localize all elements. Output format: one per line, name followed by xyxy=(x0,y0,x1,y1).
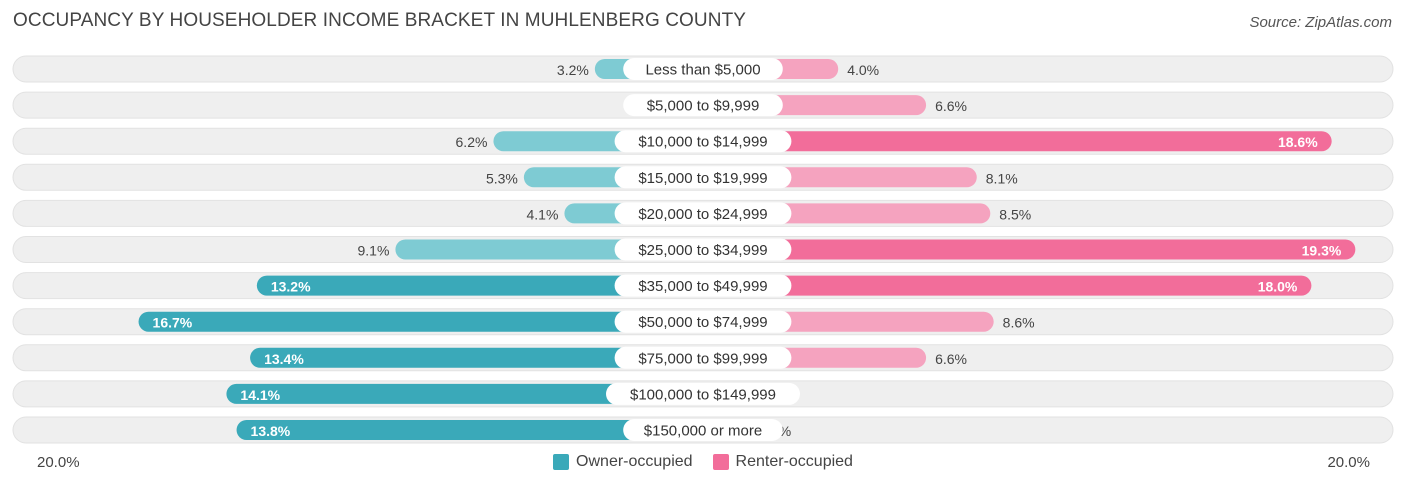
owner-value-label: 6.2% xyxy=(456,134,488,150)
chart-area: 3.2%4.0%Less than $5,0001.1%6.6%$5,000 t… xyxy=(12,55,1394,444)
owner-value-label: 14.1% xyxy=(240,387,280,403)
renter-value-label: 6.6% xyxy=(935,98,967,114)
legend: Owner-occupied Renter-occupied xyxy=(0,453,1406,471)
legend-item-owner: Owner-occupied xyxy=(553,453,693,471)
renter-value-label: 8.6% xyxy=(1003,315,1035,331)
owner-bar xyxy=(256,275,703,296)
category-label-background xyxy=(623,419,783,441)
chart-title: OCCUPANCY BY HOUSEHOLDER INCOME BRACKET … xyxy=(13,10,747,31)
category-label-background xyxy=(614,274,792,297)
owner-value-label: 4.1% xyxy=(526,206,558,222)
category-label-background xyxy=(614,166,792,189)
category-label-background xyxy=(623,94,783,117)
owner-value-label: 3.2% xyxy=(557,62,589,78)
renter-value-label: 8.1% xyxy=(986,170,1018,186)
category-label-background xyxy=(623,58,783,80)
category-label-background xyxy=(614,202,792,225)
category-label-background xyxy=(614,130,792,153)
renter-value-label: 19.3% xyxy=(1302,243,1342,259)
category-label: $35,000 to $49,999 xyxy=(638,278,767,295)
owner-value-label: 13.8% xyxy=(251,423,291,439)
category-label: $10,000 to $14,999 xyxy=(638,134,767,151)
category-label: $150,000 or more xyxy=(644,423,762,440)
category-label: Less than $5,000 xyxy=(645,62,760,79)
category-label-background xyxy=(614,238,792,261)
category-label: $5,000 to $9,999 xyxy=(647,98,760,115)
owner-value-label: 5.3% xyxy=(486,170,518,186)
category-label: $20,000 to $24,999 xyxy=(638,206,767,223)
renter-bar xyxy=(703,131,1332,152)
owner-bar xyxy=(236,420,703,440)
renter-value-label: 18.0% xyxy=(1258,279,1298,295)
legend-label-owner: Owner-occupied xyxy=(576,453,693,470)
legend-swatch-renter xyxy=(712,454,729,470)
category-label-background xyxy=(614,310,792,333)
chart-source: Source: ZipAtlas.com xyxy=(1249,14,1392,31)
axis-right-label: 20.0% xyxy=(1327,454,1370,471)
renter-value-label: 6.6% xyxy=(935,351,967,367)
owner-value-label: 9.1% xyxy=(357,243,389,259)
category-label: $100,000 to $149,999 xyxy=(630,386,776,403)
category-label: $50,000 to $74,999 xyxy=(638,314,767,331)
owner-bar xyxy=(226,383,704,404)
legend-label-renter: Renter-occupied xyxy=(735,453,853,470)
axis-left-label: 20.0% xyxy=(37,454,80,471)
category-label-background xyxy=(606,382,800,405)
category-label: $25,000 to $34,999 xyxy=(638,242,767,259)
owner-value-label: 16.7% xyxy=(153,315,193,331)
owner-value-label: 13.2% xyxy=(271,279,311,295)
category-label: $15,000 to $19,999 xyxy=(638,170,767,187)
renter-value-label: 18.6% xyxy=(1278,134,1318,150)
renter-value-label: 4.0% xyxy=(847,62,879,78)
category-label: $75,000 to $99,999 xyxy=(638,350,767,367)
renter-value-label: 8.5% xyxy=(999,206,1031,222)
category-label-background xyxy=(614,346,792,369)
owner-bar xyxy=(138,311,704,332)
renter-bar xyxy=(703,275,1312,296)
legend-item-renter: Renter-occupied xyxy=(712,453,853,471)
owner-bar xyxy=(250,347,703,368)
legend-swatch-owner xyxy=(553,454,570,470)
renter-bar xyxy=(703,239,1356,260)
owner-value-label: 13.4% xyxy=(264,351,304,367)
